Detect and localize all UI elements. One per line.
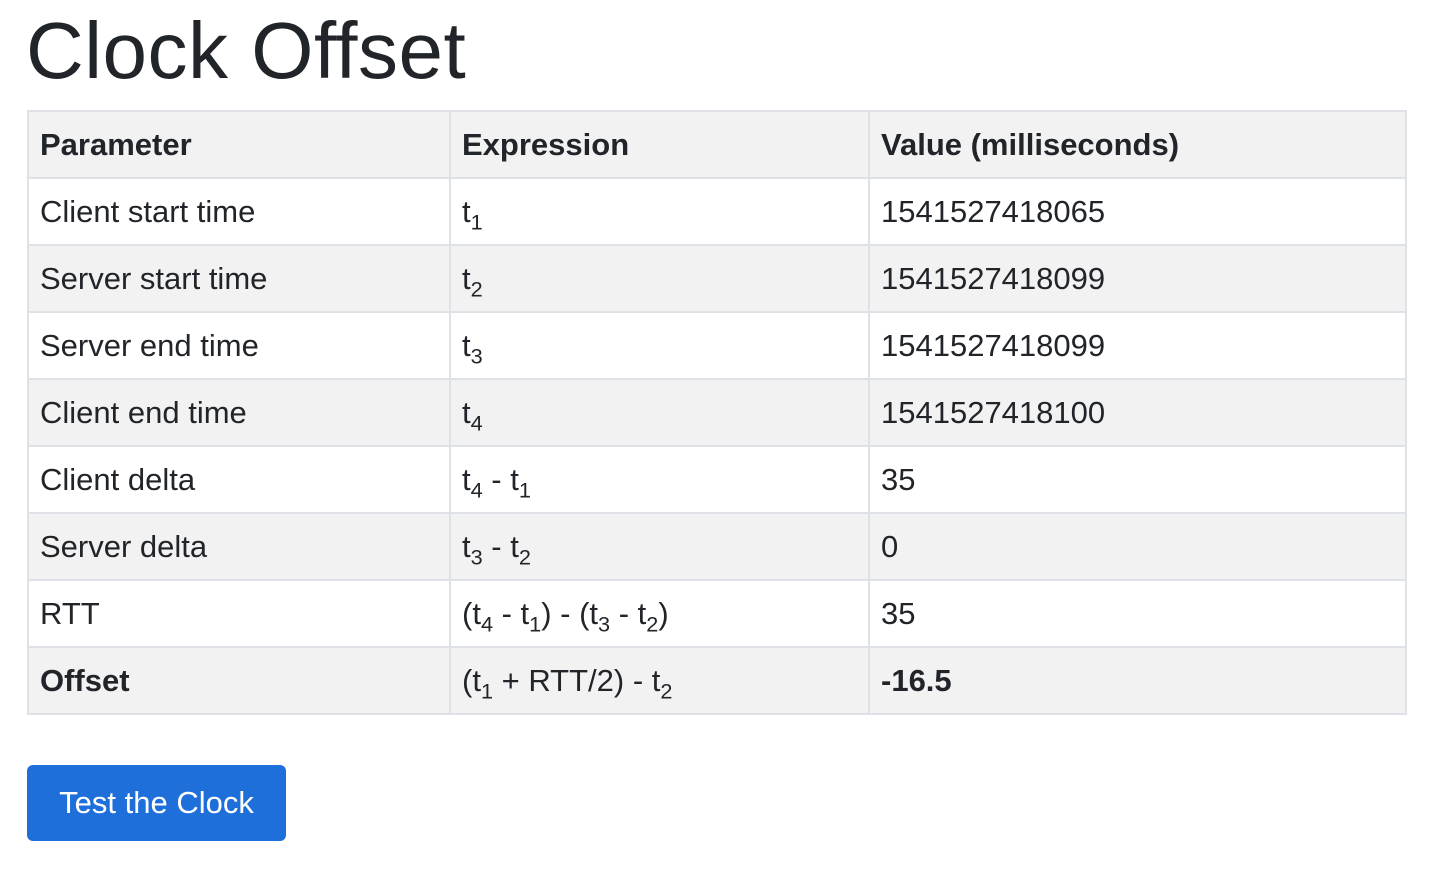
expression-text: - t bbox=[493, 595, 530, 631]
parameter-cell: Client start time bbox=[27, 177, 451, 246]
expression-cell: t3 bbox=[449, 311, 870, 380]
expression-subscript: 3 bbox=[470, 343, 483, 369]
clock-offset-table: Parameter Expression Value (milliseconds… bbox=[27, 110, 1407, 715]
parameter-cell: Client delta bbox=[27, 445, 451, 514]
expression-text: t bbox=[462, 394, 471, 430]
expression-text: t bbox=[462, 327, 471, 363]
expression-text: - t bbox=[482, 461, 519, 497]
expression-subscript: 4 bbox=[470, 410, 483, 436]
value-cell: 1541527418099 bbox=[868, 244, 1407, 313]
value-cell: 35 bbox=[868, 579, 1407, 648]
expression-subscript: 2 bbox=[646, 611, 659, 637]
table-row: Client delta t4 - t1 35 bbox=[27, 445, 1407, 514]
table-row: Server end time t3 1541527418099 bbox=[27, 311, 1407, 380]
expression-cell: t3 - t2 bbox=[449, 512, 870, 581]
expression-text: (t bbox=[462, 595, 481, 631]
expression-cell: (t4 - t1) - (t3 - t2) bbox=[449, 579, 870, 648]
table-row: Server start time t2 1541527418099 bbox=[27, 244, 1407, 313]
table-row: Client start time t1 1541527418065 bbox=[27, 177, 1407, 246]
expression-text: t bbox=[462, 260, 471, 296]
expression-subscript: 3 bbox=[470, 544, 483, 570]
value-cell: -16.5 bbox=[868, 646, 1407, 715]
expression-text: t bbox=[462, 461, 471, 497]
expression-text: (t bbox=[462, 662, 481, 698]
parameter-cell: Server delta bbox=[27, 512, 451, 581]
table-body: Client start time t1 1541527418065 Server s… bbox=[27, 177, 1407, 715]
header-value: Value (milliseconds) bbox=[868, 110, 1407, 179]
expression-text: - t bbox=[610, 595, 647, 631]
expression-text: t bbox=[462, 193, 471, 229]
value-cell: 1541527418100 bbox=[868, 378, 1407, 447]
page-title: Clock Offset bbox=[26, 6, 467, 95]
expression-subscript: 2 bbox=[660, 678, 673, 704]
expression-subscript: 1 bbox=[480, 678, 493, 704]
expression-subscript: 1 bbox=[518, 477, 531, 503]
expression-cell: t4 - t1 bbox=[449, 445, 870, 514]
expression-cell: t1 bbox=[449, 177, 870, 246]
expression-text: + RTT/2) - t bbox=[493, 662, 661, 698]
value-cell: 1541527418099 bbox=[868, 311, 1407, 380]
expression-cell: (t1 + RTT/2) - t2 bbox=[449, 646, 870, 715]
table-row: RTT (t4 - t1) - (t3 - t2) 35 bbox=[27, 579, 1407, 648]
value-cell: 0 bbox=[868, 512, 1407, 581]
value-cell: 35 bbox=[868, 445, 1407, 514]
header-expression: Expression bbox=[449, 110, 870, 179]
expression-subscript: 4 bbox=[480, 611, 493, 637]
parameter-cell: Server start time bbox=[27, 244, 451, 313]
expression-text: ) bbox=[658, 595, 669, 631]
expression-text: t bbox=[462, 528, 471, 564]
expression-subscript: 3 bbox=[598, 611, 611, 637]
expression-cell: t4 bbox=[449, 378, 870, 447]
expression-subscript: 2 bbox=[518, 544, 531, 570]
expression-subscript: 4 bbox=[470, 477, 483, 503]
parameter-cell: Server end time bbox=[27, 311, 451, 380]
parameter-cell: Client end time bbox=[27, 378, 451, 447]
table-header-row: Parameter Expression Value (milliseconds… bbox=[27, 110, 1407, 179]
expression-cell: t2 bbox=[449, 244, 870, 313]
expression-text: ) - (t bbox=[541, 595, 599, 631]
parameter-cell: Offset bbox=[27, 646, 451, 715]
table-row: Client end time t4 1541527418100 bbox=[27, 378, 1407, 447]
expression-subscript: 1 bbox=[529, 611, 542, 637]
expression-text: - t bbox=[482, 528, 519, 564]
expression-subscript: 2 bbox=[470, 276, 483, 302]
test-the-clock-button[interactable]: Test the Clock bbox=[27, 765, 286, 841]
expression-subscript: 1 bbox=[470, 209, 483, 235]
value-cell: 1541527418065 bbox=[868, 177, 1407, 246]
parameter-cell: RTT bbox=[27, 579, 451, 648]
table-row: Server delta t3 - t2 0 bbox=[27, 512, 1407, 581]
table-row: Offset (t1 + RTT/2) - t2 -16.5 bbox=[27, 646, 1407, 715]
header-parameter: Parameter bbox=[27, 110, 451, 179]
